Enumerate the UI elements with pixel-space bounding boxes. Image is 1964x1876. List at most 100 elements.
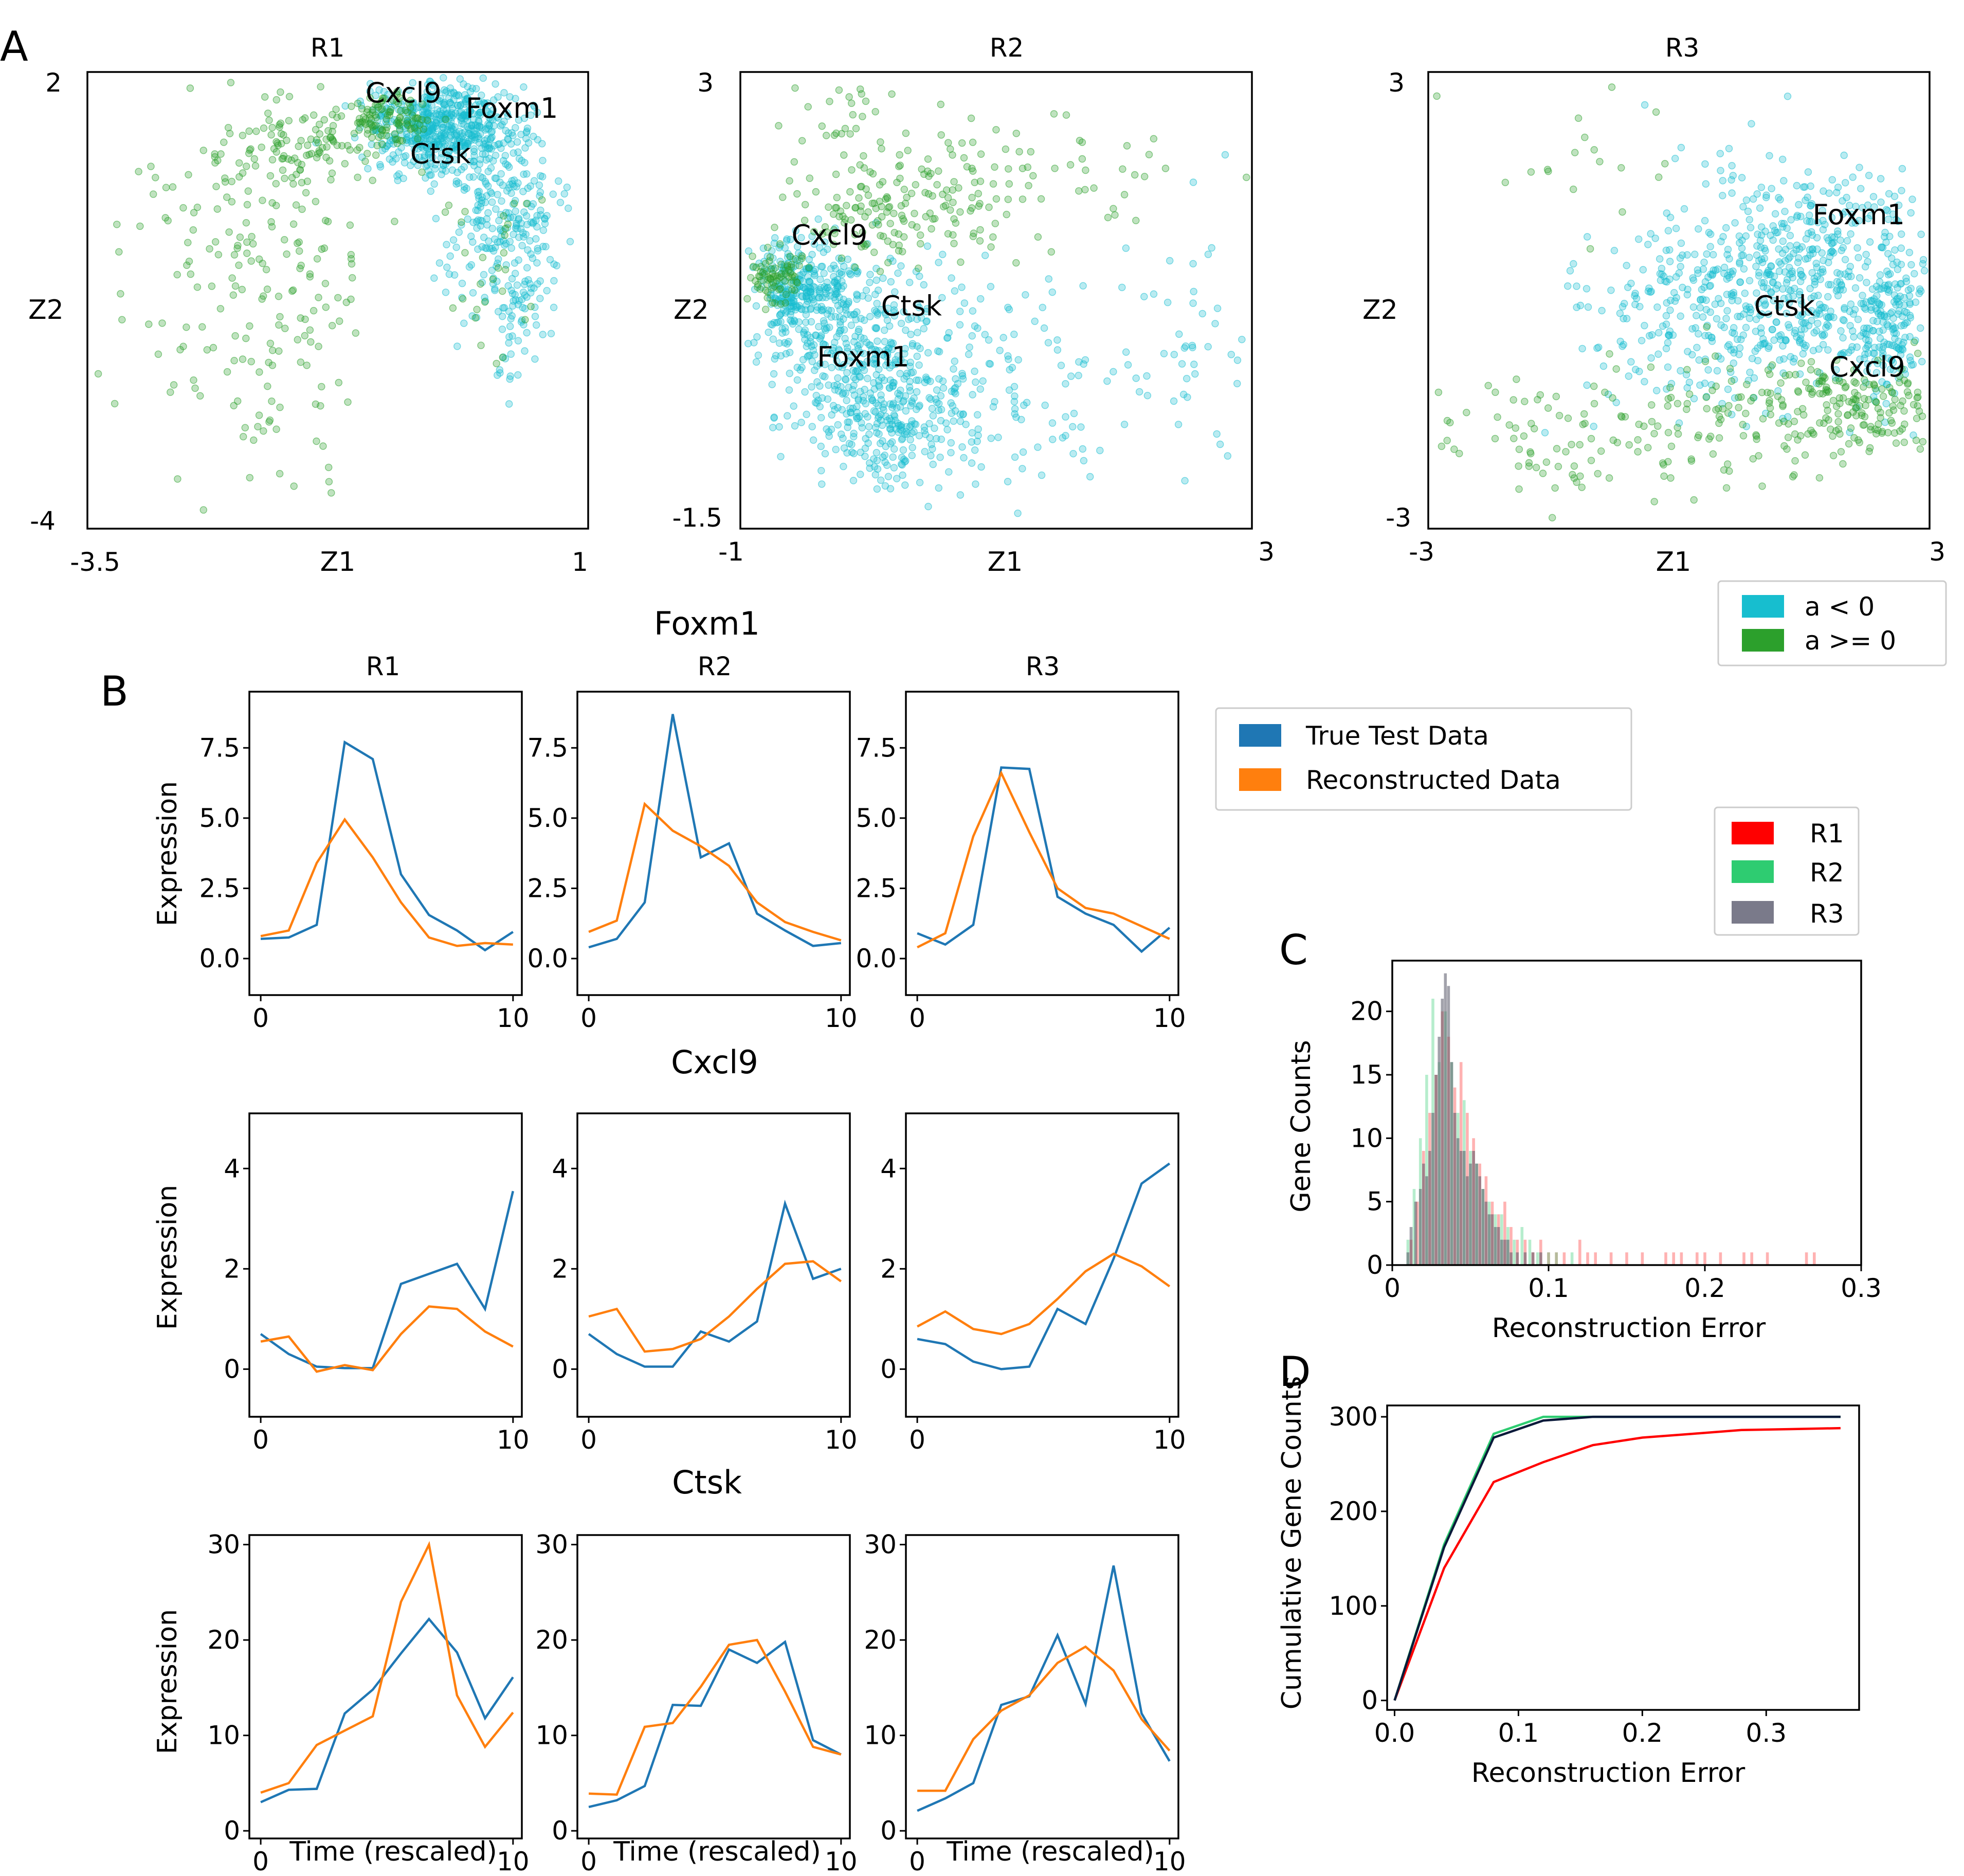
panel-a-point-1145	[298, 178, 306, 187]
panel-a-point-944	[898, 427, 906, 435]
panel-a-point-854	[1834, 418, 1842, 426]
panel-a-point-345	[410, 146, 419, 153]
panel-a-point-1043	[275, 347, 283, 355]
panel-a-point-616	[1634, 235, 1643, 243]
panel-a-point-859	[927, 452, 935, 460]
panel-a-point-376	[1825, 281, 1832, 288]
panel-a-point-336	[1897, 230, 1905, 238]
panel-a-point-1206	[968, 193, 976, 202]
panel-a-point-850	[393, 91, 401, 98]
panel-a-point-1088	[870, 248, 878, 256]
panel-a-point-1108	[272, 138, 280, 146]
panel-b-ytick-label: 0.0	[856, 944, 897, 973]
panel-a-point-959	[1727, 377, 1736, 385]
panel-a-point-1003	[1874, 426, 1882, 434]
panel-a-point-740	[971, 446, 979, 454]
panel-a-point-1117	[1687, 457, 1696, 465]
panel-a-point-1195	[1119, 165, 1126, 173]
panel-a-point-1152	[989, 233, 997, 241]
panel-c-bar-r1	[1696, 1252, 1699, 1265]
panel-a-point-1215	[242, 334, 250, 342]
panel-a-point-974	[350, 130, 358, 137]
panel-a-point-467	[873, 300, 881, 308]
panel-a-point-547	[549, 190, 557, 198]
panel-a-point-1061	[281, 324, 289, 332]
panel-a-point-1050	[750, 263, 757, 270]
panel-a-point-1244	[1104, 213, 1112, 222]
panel-a-point-344	[844, 256, 852, 263]
panel-a-point-1154	[247, 257, 255, 265]
panel-a-point-542	[530, 177, 538, 185]
panel-a-gene-label-ctsk: Ctsk	[1754, 290, 1815, 322]
panel-a-point-1192	[1433, 92, 1441, 100]
panel-a-point-840	[931, 424, 938, 432]
panel-a-point-819	[821, 450, 829, 458]
panel-a-point-361	[831, 265, 840, 273]
panel-a-point-1073	[117, 290, 124, 298]
panel-a-point-923	[1010, 330, 1018, 338]
panel-a-point-1098	[928, 225, 935, 233]
panel-a-point-814	[872, 449, 881, 457]
panel-a-point-912	[1807, 366, 1815, 374]
panel-a-point-1028	[1644, 444, 1652, 452]
panel-a-point-1099	[306, 270, 314, 278]
panel-a-point-827	[506, 238, 514, 245]
panel-c-bar-r1	[1609, 1252, 1613, 1265]
panel-a-point-1091	[829, 210, 838, 218]
panel-a-point-978	[1211, 320, 1219, 328]
panel-a-point-757	[857, 471, 864, 478]
panel-a-point-1169	[185, 171, 192, 178]
panel-a-point-115	[512, 95, 519, 102]
panel-a-point-758	[847, 408, 854, 416]
panel-a-point-1087	[1832, 427, 1840, 435]
panel-a-gene-label-foxm1: Foxm1	[466, 92, 558, 124]
panel-a-point-466	[1742, 232, 1750, 240]
panel-a-point-647	[477, 156, 484, 164]
panel-a-point-498	[936, 454, 944, 461]
panel-a-point-608	[1578, 345, 1586, 353]
panel-a-point-1112	[851, 263, 859, 272]
panel-a-point-754	[1902, 274, 1910, 282]
panel-a-point-938	[1871, 385, 1879, 392]
panel-a-point-1261	[501, 266, 510, 274]
panel-a-point-739	[1862, 305, 1869, 313]
panel-a-point-981	[1799, 411, 1808, 419]
panel-a-point-559	[1701, 380, 1709, 387]
panel-letter-d: D	[1279, 1348, 1311, 1396]
panel-b-xtick-label: 10	[1153, 1003, 1186, 1033]
panel-a-point-873	[968, 332, 976, 340]
panel-a-point-607	[520, 114, 529, 122]
panel-a-point-891	[1813, 368, 1822, 375]
panel-a-point-1104	[950, 178, 958, 186]
panel-a-point-710	[432, 214, 440, 223]
panel-a-point-336	[784, 412, 791, 420]
panel-a-point-1119	[1683, 366, 1691, 373]
panel-a-point-364	[790, 402, 797, 410]
panel-a-point-1111	[243, 238, 251, 246]
panel-b-line-recon	[917, 1252, 1171, 1336]
panel-a-point-820	[1886, 270, 1894, 278]
panel-a-point-285	[1799, 350, 1807, 358]
panel-a-point-381	[781, 324, 789, 332]
panel-a-point-1107	[256, 255, 263, 263]
panel-a-point-1128	[349, 274, 356, 282]
panel-a-point-961	[1208, 244, 1215, 252]
panel-a-point-73	[405, 86, 413, 94]
panel-a-point-338	[775, 339, 784, 347]
panel-a-point-991	[1897, 402, 1904, 409]
panel-a-point-575	[1627, 358, 1635, 366]
panel-a-point-609	[1684, 285, 1692, 293]
panel-c-bar-r3	[1453, 1113, 1457, 1265]
panel-a-r1-ylabel: Z2	[28, 295, 64, 326]
panel-a-point-1093	[950, 240, 958, 247]
panel-a-point-660	[1570, 260, 1577, 268]
panel-c-bar-r3	[1463, 1151, 1466, 1265]
panel-c-legend-r3: R3	[1810, 899, 1844, 929]
panel-a-point-257	[1762, 193, 1770, 202]
panel-a-point-1136	[312, 197, 320, 206]
panel-a-point-482	[1838, 246, 1845, 255]
panel-a-point-1222	[1050, 110, 1058, 118]
